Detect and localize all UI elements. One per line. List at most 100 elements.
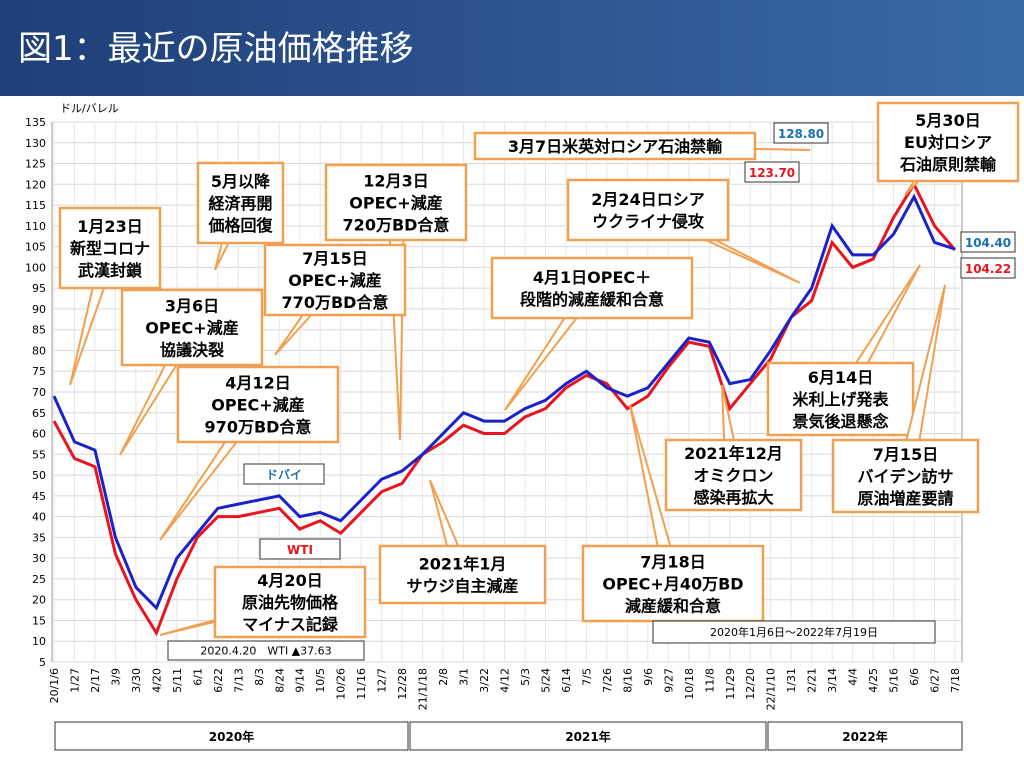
year-label: 2022年	[842, 729, 887, 744]
y-tick-label: 60	[32, 428, 46, 441]
y-tick-label: 70	[32, 386, 46, 399]
annotation-box	[378, 544, 547, 605]
annotation-text: OPEC+減産	[145, 319, 238, 338]
annotation-text: 5月以降	[211, 172, 271, 191]
annotation-box	[120, 288, 264, 367]
annotation-text: 原油先物価格	[242, 593, 339, 612]
annotation-text: OPEC+減産	[211, 396, 304, 415]
annotation-box	[766, 361, 915, 437]
x-tick-label: 3/14	[826, 668, 839, 693]
annotation-text: 3月6日	[165, 297, 219, 316]
x-tick-label: 8/24	[273, 668, 286, 693]
x-tick-label: 4/12	[499, 668, 512, 693]
annotation-text: 5月30日	[915, 111, 980, 130]
y-tick-label: 25	[32, 573, 46, 586]
annotation-text: 協議決裂	[160, 341, 224, 360]
x-tick-label: 6/6	[908, 668, 921, 686]
annotation-text: ウクライナ侵攻	[592, 212, 705, 231]
price-label-box	[960, 231, 1016, 253]
annotation-text: 4月20日	[257, 571, 322, 590]
annotation-box	[324, 163, 468, 242]
series-line	[52, 181, 957, 637]
y-tick-label: 40	[32, 511, 46, 524]
annotation-text: 感染再拡大	[693, 488, 773, 507]
x-tick-label: 10/5	[314, 668, 327, 693]
annotation-box	[263, 243, 407, 317]
annotation-box	[196, 161, 285, 245]
year-label: 2020年	[209, 729, 254, 744]
annotation-text: バイデン訪サ	[857, 467, 953, 486]
legend-box	[259, 538, 341, 560]
annotation-text: 12月3日	[363, 172, 428, 191]
x-tick-label: 6/22	[212, 668, 225, 693]
annotation-text: 970万BD合意	[205, 418, 312, 437]
x-tick-label: 4/4	[847, 668, 860, 686]
annotation-text: 石油原則禁輸	[899, 155, 997, 174]
price-label-box	[744, 161, 800, 183]
annotation-text: 武漢封鎖	[78, 261, 143, 280]
y-tick-label: 115	[25, 199, 46, 212]
y-tick-label: 45	[32, 490, 46, 503]
x-tick-label: 2/8	[437, 668, 450, 686]
x-tick-label: 8/16	[621, 668, 634, 693]
annotation-box	[490, 256, 694, 320]
annotation-text: 4月1日OPEC＋	[533, 268, 651, 287]
annotation-text: 段階的減産緩和合意	[520, 290, 664, 309]
annotation-text: 原油増産要請	[857, 489, 953, 508]
x-tick-label: 10/26	[335, 668, 348, 700]
price-label: 123.70	[749, 166, 795, 180]
annotation-text: 2月24日ロシア	[591, 190, 704, 209]
y-tick-label: 100	[25, 261, 46, 274]
x-tick-label: 8/3	[253, 668, 266, 686]
annotation-text: 新型コロナ	[70, 239, 150, 258]
annotation-text: サウジ自主減産	[406, 577, 518, 596]
x-tick-label: 20/1/6	[48, 668, 61, 703]
annotation-text: EU対ロシア	[904, 133, 992, 152]
year-band	[409, 721, 767, 751]
x-tick-label: 11/8	[703, 668, 716, 693]
x-tick-label: 3/1	[458, 668, 471, 686]
header-band	[0, 0, 1024, 96]
x-tick-label: 12/20	[744, 668, 757, 700]
legend-label: WTI	[287, 543, 313, 557]
annotation-box	[566, 178, 730, 242]
y-tick-label: 20	[32, 594, 46, 607]
x-tick-label: 7/13	[232, 668, 245, 693]
x-tick-label: 9/27	[662, 668, 675, 693]
x-tick-label: 6/1	[191, 668, 204, 686]
y-tick-label: 85	[32, 324, 46, 337]
x-tick-label: 21/1/18	[417, 668, 430, 710]
x-tick-label: 7/26	[601, 668, 614, 693]
annotation-text: 3月7日米英対ロシア石油禁輸	[508, 137, 723, 156]
x-tick-label: 2/21	[806, 668, 819, 693]
y-tick-label: 35	[32, 531, 46, 544]
x-tick-label: 12/28	[396, 668, 409, 700]
x-tick-label: 5/3	[519, 668, 532, 686]
series-line	[52, 193, 956, 611]
annotation-text: 7月18日	[640, 553, 705, 572]
annotation-text: 価格回復	[207, 216, 273, 235]
price-label-box	[773, 122, 829, 144]
x-tick-label: 5/24	[539, 668, 552, 693]
annotation-text: オミクロン	[693, 466, 773, 485]
price-label: 104.22	[965, 262, 1011, 276]
annotation-box	[831, 438, 980, 514]
y-tick-label: 110	[25, 220, 46, 233]
note-text: 2020年1月6日～2022年7月19日	[710, 625, 878, 639]
annotation-box	[213, 565, 367, 639]
annotation-text: 2021年12月	[684, 444, 783, 463]
annotation-box	[473, 131, 757, 161]
y-tick-label: 65	[32, 407, 46, 420]
y-tick-label: 5	[39, 656, 46, 669]
y-tick-label: 10	[32, 635, 46, 648]
x-tick-label: 4/25	[867, 668, 880, 693]
x-tick-label: 3/22	[478, 668, 491, 693]
note-box	[652, 620, 936, 644]
y-tick-label: 90	[32, 303, 46, 316]
x-tick-label: 5/16	[888, 668, 901, 693]
annotation-box	[664, 438, 803, 512]
x-tick-label: 2/17	[89, 668, 102, 693]
annotation-box	[58, 206, 162, 290]
x-tick-label: 1/31	[785, 668, 798, 693]
